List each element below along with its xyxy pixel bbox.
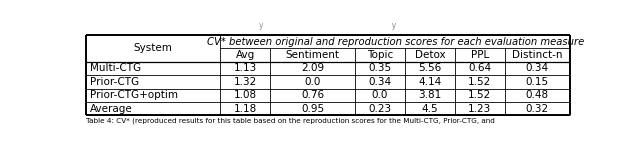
Text: 1.13: 1.13 xyxy=(234,63,257,73)
Text: Prior-CTG+optim: Prior-CTG+optim xyxy=(90,90,178,100)
Text: CV* between original and reproduction scores for each evaluation measure: CV* between original and reproduction sc… xyxy=(207,37,584,47)
Text: 0.35: 0.35 xyxy=(368,63,392,73)
Text: 4.5: 4.5 xyxy=(422,104,438,114)
Text: 0.76: 0.76 xyxy=(301,90,324,100)
Text: 1.18: 1.18 xyxy=(234,104,257,114)
Text: Distinct-n: Distinct-n xyxy=(512,50,563,60)
Text: 0.64: 0.64 xyxy=(468,63,492,73)
Text: 0.0: 0.0 xyxy=(305,77,321,87)
Text: 4.14: 4.14 xyxy=(418,77,442,87)
Text: 0.0: 0.0 xyxy=(372,90,388,100)
Text: Topic: Topic xyxy=(367,50,393,60)
Text: 0.15: 0.15 xyxy=(526,77,549,87)
Text: 0.34: 0.34 xyxy=(526,63,549,73)
Text: 0.23: 0.23 xyxy=(368,104,392,114)
Text: 1.08: 1.08 xyxy=(234,90,257,100)
Text: 3.81: 3.81 xyxy=(418,90,442,100)
Text: Avg: Avg xyxy=(236,50,255,60)
Text: System: System xyxy=(134,43,173,53)
Text: 1.32: 1.32 xyxy=(234,77,257,87)
Text: 1.52: 1.52 xyxy=(468,90,492,100)
Text: PPL: PPL xyxy=(470,50,489,60)
Text: 0.48: 0.48 xyxy=(526,90,549,100)
Text: 1.52: 1.52 xyxy=(468,77,492,87)
Text: 2.09: 2.09 xyxy=(301,63,324,73)
Text: 5.56: 5.56 xyxy=(418,63,442,73)
Text: Sentiment: Sentiment xyxy=(285,50,340,60)
Text: y                                                      y: y y xyxy=(259,21,397,30)
Text: Table 4: CV* (reproduced results for this table based on the reproduction scores: Table 4: CV* (reproduced results for thi… xyxy=(86,118,495,124)
Text: 1.23: 1.23 xyxy=(468,104,492,114)
Text: 0.95: 0.95 xyxy=(301,104,324,114)
Text: 0.34: 0.34 xyxy=(368,77,392,87)
Text: 0.32: 0.32 xyxy=(526,104,549,114)
Text: Multi-CTG: Multi-CTG xyxy=(90,63,141,73)
Text: Average: Average xyxy=(90,104,132,114)
Text: Prior-CTG: Prior-CTG xyxy=(90,77,139,87)
Text: Detox: Detox xyxy=(415,50,445,60)
